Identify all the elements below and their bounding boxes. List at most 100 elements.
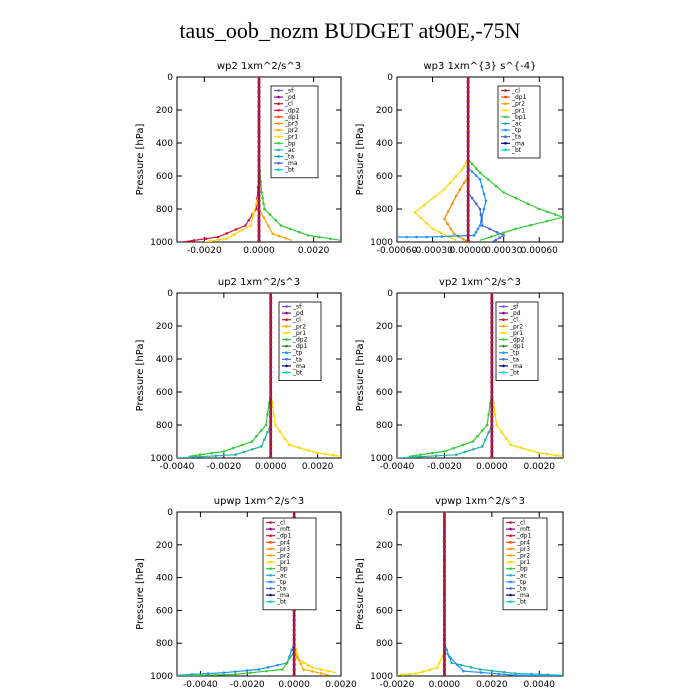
- y-tick-label: 200: [156, 541, 173, 551]
- zero-profile-marker: [257, 218, 261, 223]
- legend-marker: [269, 560, 272, 564]
- zero-profile-marker: [490, 306, 494, 310]
- zero-profile-marker: [490, 405, 494, 409]
- zero-profile-marker: [466, 80, 470, 84]
- legend-marker: [504, 142, 507, 145]
- series-marker: [495, 230, 499, 234]
- legend-label: _dp1: [284, 114, 300, 121]
- series-marker: [481, 224, 484, 227]
- series-marker: [310, 670, 314, 673]
- legend-label: _ta: [509, 356, 519, 363]
- zero-profile-marker: [442, 544, 447, 549]
- series-marker: [249, 224, 253, 227]
- legend-marker: [502, 331, 505, 335]
- series-marker: [478, 171, 482, 174]
- series-marker: [288, 227, 292, 231]
- legend-label: _sf: [284, 88, 294, 95]
- x-tick-label: 0.0000: [255, 462, 287, 472]
- legend-label: _dp1: [292, 343, 308, 350]
- series-marker: [206, 672, 210, 675]
- legend-box: [495, 301, 539, 381]
- y-tick-label: 600: [376, 172, 393, 182]
- series-marker: [266, 666, 270, 669]
- legend-marker: [509, 580, 512, 584]
- series-marker: [474, 230, 478, 234]
- zero-profile-marker: [490, 335, 494, 340]
- zero-profile-marker: [466, 214, 470, 218]
- series-marker: [487, 413, 490, 416]
- series-marker: [458, 188, 462, 191]
- y-axis-label: Pressure [hPa]: [355, 340, 366, 412]
- y-tick-label: 0: [167, 73, 173, 83]
- series-marker: [214, 454, 217, 458]
- series-marker: [263, 207, 266, 211]
- series-marker: [450, 202, 454, 205]
- series-marker: [493, 413, 497, 416]
- series-marker: [225, 232, 229, 235]
- legend-marker: [509, 527, 512, 531]
- legend-label: _pr1: [276, 559, 290, 566]
- series-marker: [440, 655, 444, 659]
- series-marker: [460, 168, 464, 171]
- legend-label: _pr3: [276, 546, 290, 553]
- zero-profile-marker: [442, 535, 447, 539]
- y-tick-label: 1000: [150, 454, 173, 464]
- series-group: [182, 77, 341, 242]
- chart-panel: wp2 1xm^2/s^3 Pressure [hPa] 0 200 400 600 800…: [135, 61, 342, 256]
- series-marker: [244, 224, 247, 227]
- x-tick-label: -0.00060: [377, 246, 418, 256]
- series-marker: [472, 447, 475, 451]
- x-tick-label: 0.0040: [524, 680, 556, 690]
- legend-label: _bt: [511, 147, 522, 154]
- series-marker: [233, 670, 237, 673]
- series-marker: [299, 662, 302, 665]
- series-line: [397, 77, 487, 238]
- zero-profile-marker: [490, 311, 494, 315]
- legend-marker: [509, 547, 512, 551]
- zero-profile-marker: [269, 430, 273, 434]
- legend-marker: [504, 95, 507, 99]
- series-marker: [433, 195, 436, 199]
- series-marker: [255, 434, 258, 438]
- y-tick-label: 200: [156, 322, 173, 332]
- zero-profile-marker: [442, 603, 447, 608]
- legend-label: _tp: [516, 579, 526, 586]
- series-marker: [431, 227, 434, 231]
- legend-label: _bt: [284, 167, 295, 174]
- zero-profile-marker: [442, 598, 447, 603]
- chart-panel: vp2 1xm^2/s^3 Pressure [hPa] 0 200 400 600 800…: [355, 277, 564, 472]
- zero-profile-marker: [466, 134, 470, 138]
- series-marker: [454, 174, 458, 178]
- legend-label: _tp: [509, 350, 519, 357]
- series-marker: [509, 443, 513, 447]
- series-marker: [297, 446, 301, 449]
- zero-profile-marker: [257, 233, 261, 237]
- series-marker: [259, 429, 263, 432]
- zero-profile-marker: [257, 100, 261, 104]
- legend-label: _ac: [284, 147, 295, 154]
- legend-label: _ta: [292, 356, 302, 363]
- series-marker: [198, 453, 202, 457]
- zero-profile-marker: [257, 144, 261, 148]
- series-marker: [480, 218, 483, 222]
- zero-profile-marker: [466, 95, 470, 99]
- legend-label: _pr1: [292, 330, 306, 337]
- x-tick-label: 0.0000: [429, 680, 461, 690]
- zero-profile-marker: [292, 662, 296, 667]
- series-marker: [232, 233, 236, 236]
- zero-profile-marker: [269, 326, 273, 330]
- y-tick-label: 400: [156, 355, 173, 365]
- zero-profile-marker: [442, 589, 447, 593]
- series-marker: [469, 666, 473, 669]
- zero-profile-marker: [466, 204, 470, 208]
- series-marker: [529, 223, 533, 227]
- series-marker: [260, 445, 263, 448]
- series-marker: [268, 213, 272, 216]
- y-axis-label: Pressure [hPa]: [355, 124, 366, 196]
- zero-profile-marker: [466, 174, 470, 178]
- series-marker: [318, 235, 321, 239]
- legend-marker: [285, 371, 288, 374]
- series-marker: [302, 668, 305, 671]
- series-marker: [486, 178, 490, 181]
- series-marker: [459, 663, 463, 667]
